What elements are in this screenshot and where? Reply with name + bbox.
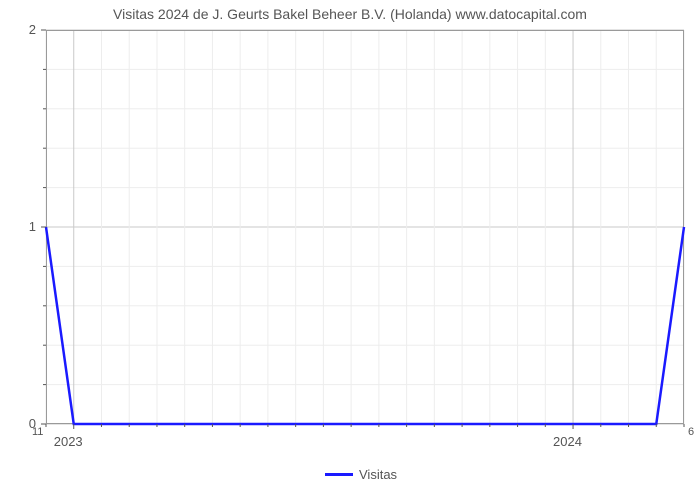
chart-svg [46, 30, 684, 438]
y-tick-label: 1 [6, 219, 36, 234]
chart-title: Visitas 2024 de J. Geurts Bakel Beheer B… [0, 6, 700, 22]
y-tick-label: 0 [6, 416, 36, 431]
corner-label-bottom-right: 6 [688, 426, 694, 438]
x-tick-label: 2024 [553, 434, 613, 449]
legend-label: Visitas [359, 467, 397, 482]
y-tick-label: 2 [6, 22, 36, 37]
x-tick-label: 2023 [54, 434, 114, 449]
legend-swatch [325, 473, 353, 476]
plot-area [46, 30, 684, 424]
legend: Visitas [325, 467, 397, 482]
chart-container: Visitas 2024 de J. Geurts Bakel Beheer B… [0, 0, 700, 500]
series-line-visitas [46, 227, 684, 424]
